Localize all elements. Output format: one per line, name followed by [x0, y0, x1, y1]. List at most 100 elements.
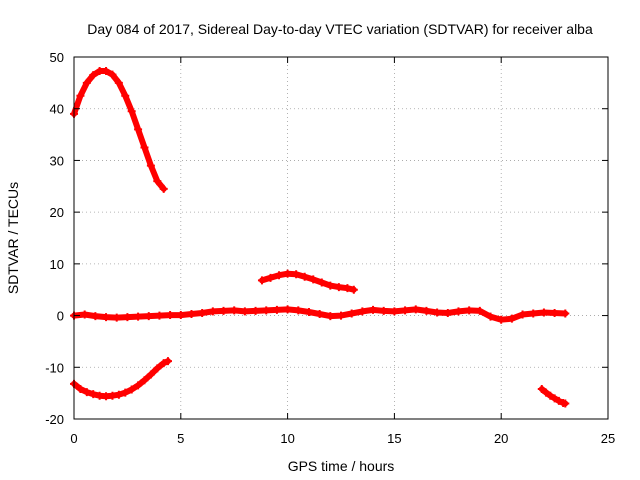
data-point	[114, 390, 123, 399]
series-arc-negative-late	[537, 385, 570, 408]
data-point	[561, 399, 570, 408]
data-point	[561, 309, 570, 318]
data-point	[82, 388, 91, 397]
series-line	[71, 68, 167, 192]
data-point	[146, 370, 155, 379]
data-point	[140, 376, 149, 385]
data-point	[369, 305, 378, 314]
data-point	[315, 310, 324, 319]
data-point	[89, 390, 98, 399]
x-tick-label: 15	[387, 431, 401, 446]
data-point	[539, 308, 548, 317]
data-point	[134, 381, 143, 390]
data-point	[262, 306, 271, 315]
data-point	[337, 311, 345, 320]
data-point	[127, 107, 136, 116]
data-point	[283, 305, 292, 314]
data-point	[121, 388, 130, 397]
data-point	[159, 184, 168, 193]
data-point	[208, 307, 217, 316]
data-point	[257, 276, 266, 285]
data-point	[102, 66, 111, 75]
data-point	[546, 391, 555, 400]
chart-title: Day 084 of 2017, Sidereal Day-to-day VTE…	[87, 21, 593, 37]
data-point	[486, 312, 495, 321]
data-point	[80, 310, 89, 319]
x-tick-label: 25	[601, 431, 615, 446]
data-point	[542, 388, 551, 397]
data-point	[230, 306, 239, 315]
data-point	[163, 357, 172, 366]
x-tick-label: 0	[70, 431, 77, 446]
data-point	[114, 78, 123, 87]
data-point	[102, 313, 111, 322]
data-point	[507, 314, 516, 323]
series-line	[71, 358, 171, 400]
data-point	[343, 284, 352, 293]
data-point	[272, 305, 281, 314]
data-point	[537, 385, 546, 394]
data-point	[108, 70, 117, 79]
data-point	[134, 312, 143, 321]
data-point	[529, 309, 538, 318]
y-tick-label: 30	[50, 153, 64, 168]
data-point	[475, 306, 484, 315]
data-point	[497, 315, 506, 324]
series-arc-mid	[257, 269, 358, 294]
data-point	[300, 272, 309, 281]
data-point	[349, 285, 358, 294]
data-point	[283, 269, 292, 278]
data-point	[166, 311, 175, 320]
series-arc-zero	[70, 305, 570, 324]
data-point	[266, 273, 275, 282]
ticks: 0 5 10 15 20 25 -20 -10 0 10 20 30 40 50	[45, 50, 615, 446]
data-point	[89, 71, 98, 80]
x-axis-label: GPS time / hours	[288, 458, 395, 474]
data-point	[317, 278, 326, 287]
data-point	[550, 308, 559, 317]
data-point	[326, 312, 335, 321]
data-point	[240, 307, 249, 316]
data-point	[390, 307, 399, 316]
data-point	[123, 313, 132, 322]
data-point	[401, 306, 410, 315]
data-point	[433, 308, 442, 317]
data-point	[379, 306, 388, 315]
data-point	[294, 306, 303, 315]
data-point	[219, 306, 228, 315]
y-tick-label: 20	[50, 205, 64, 220]
y-axis-label: SDTVAR / TECUs	[5, 182, 21, 294]
data-point	[76, 91, 85, 100]
data-point	[153, 364, 162, 373]
y-tick-label: -10	[45, 360, 64, 375]
data-point	[134, 125, 143, 134]
x-tick-label: 5	[177, 431, 184, 446]
data-point	[550, 394, 559, 403]
data-point	[153, 177, 162, 186]
series-arc-high-early	[70, 66, 168, 193]
data-point	[198, 308, 207, 317]
data-point	[292, 270, 301, 279]
data-point	[326, 281, 335, 290]
plot-frame	[73, 56, 609, 420]
data-point	[91, 312, 100, 321]
data-point	[82, 78, 91, 87]
data-point	[275, 271, 284, 280]
series-layer	[70, 66, 570, 408]
data-point	[187, 310, 196, 319]
data-point	[155, 311, 164, 320]
data-point	[422, 306, 431, 315]
data-point	[358, 307, 367, 316]
data-point	[121, 91, 130, 100]
data-point	[304, 307, 313, 316]
data-point	[108, 391, 117, 400]
data-point	[454, 307, 463, 316]
y-tick-label: 10	[50, 257, 64, 272]
data-point	[518, 310, 527, 319]
data-point	[146, 161, 155, 170]
data-point	[443, 308, 452, 317]
data-point	[140, 143, 149, 152]
data-point	[411, 305, 420, 314]
y-tick-label: 40	[50, 102, 64, 117]
